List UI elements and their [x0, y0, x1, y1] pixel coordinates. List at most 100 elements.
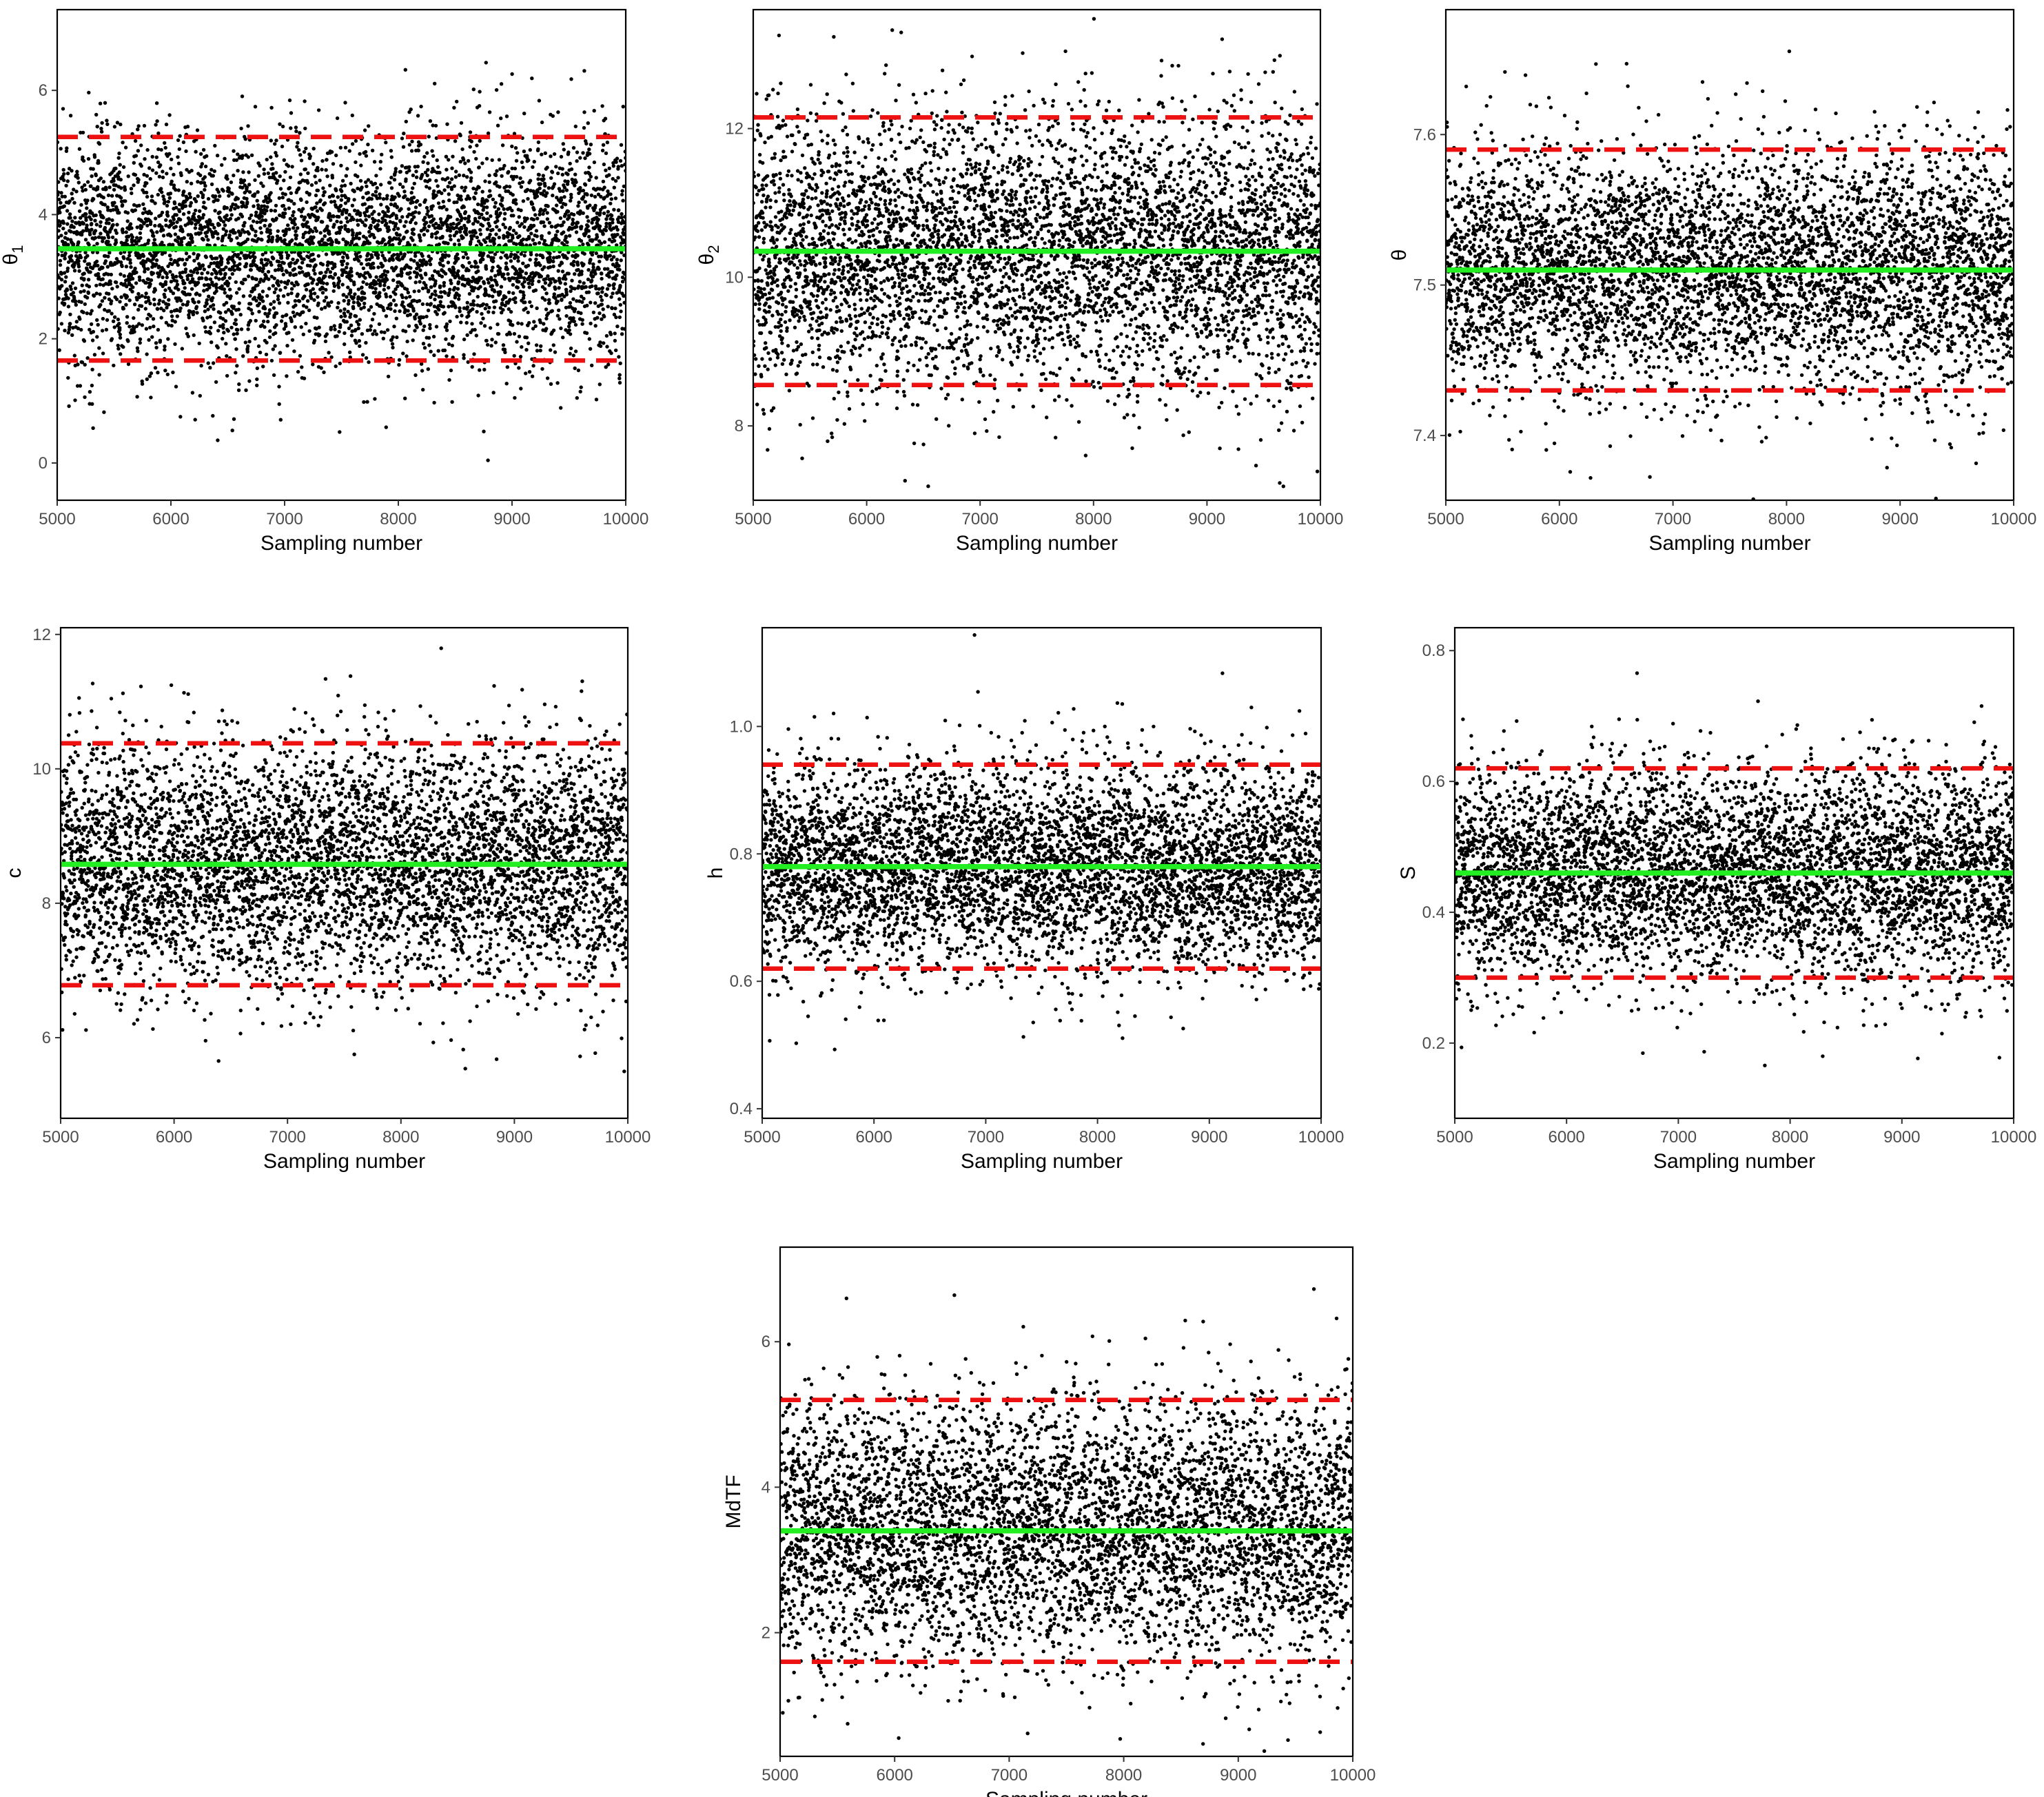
sample-point [134, 154, 139, 158]
sample-point [221, 227, 225, 231]
sample-point [316, 215, 320, 220]
sample-point [139, 143, 143, 147]
sample-point [314, 181, 318, 185]
sample-point [343, 145, 348, 150]
sample-point [428, 326, 432, 331]
sample-point [511, 214, 515, 218]
sample-point [119, 178, 123, 182]
sample-point [259, 260, 264, 265]
sample-point [395, 205, 399, 209]
sample-point [621, 198, 625, 203]
sample-point [543, 298, 547, 302]
sample-point [140, 382, 145, 386]
sample-point [224, 342, 228, 346]
sample-point [58, 210, 62, 215]
sample-point [354, 243, 358, 247]
sample-point [112, 178, 116, 183]
sample-point [583, 156, 587, 161]
sample-point [237, 287, 241, 291]
sample-point [391, 298, 396, 302]
sample-point [87, 90, 91, 95]
sample-point [589, 143, 593, 147]
sample-point [519, 185, 524, 189]
sample-point [208, 314, 212, 319]
sample-point [72, 225, 76, 229]
sample-point [383, 218, 387, 223]
sample-point [380, 152, 384, 156]
sample-point [264, 194, 268, 199]
sample-point [270, 235, 275, 240]
sample-point [223, 310, 228, 314]
sample-point [225, 354, 229, 358]
sample-point [267, 308, 272, 312]
sample-point [442, 284, 446, 288]
sample-point [212, 320, 217, 325]
sample-point [249, 268, 253, 272]
sample-point [476, 294, 480, 299]
sample-point [471, 307, 475, 311]
sample-point [551, 264, 555, 269]
sample-point [286, 300, 290, 305]
sample-point [79, 255, 83, 260]
sample-point [575, 263, 580, 267]
sample-point [278, 236, 283, 240]
sample-point [420, 286, 425, 291]
sample-point [75, 173, 79, 177]
sample-point [218, 194, 222, 198]
sample-point [254, 277, 258, 281]
sample-point [455, 314, 459, 319]
sample-point [544, 316, 549, 321]
sample-point [447, 378, 451, 382]
sample-point [332, 284, 337, 288]
sample-point [360, 285, 364, 289]
sample-point [587, 178, 591, 182]
sample-point [371, 265, 376, 270]
sample-point [355, 212, 359, 216]
sample-point [280, 268, 284, 272]
sample-point [427, 254, 431, 258]
sample-point [530, 374, 535, 378]
sample-point [132, 302, 137, 307]
sample-point [453, 139, 458, 143]
sample-point [261, 267, 265, 271]
sample-point [478, 232, 483, 236]
sample-point [345, 220, 349, 224]
sample-point [376, 256, 380, 260]
sample-point [157, 272, 162, 276]
sample-point [511, 228, 516, 233]
sample-point [160, 225, 164, 229]
sample-point [540, 120, 544, 125]
sample-point [557, 286, 561, 290]
sample-point [516, 259, 520, 263]
sample-point [559, 198, 564, 203]
sample-point [560, 297, 564, 302]
sample-point [460, 314, 464, 318]
sample-point [562, 147, 566, 152]
sample-point [477, 185, 481, 189]
sample-point [492, 305, 497, 309]
sample-point [134, 242, 139, 246]
sample-point [306, 225, 311, 229]
sample-point [541, 174, 545, 178]
sample-point [511, 283, 515, 287]
sample-point [484, 61, 488, 65]
sample-point [247, 340, 252, 344]
sample-point [519, 208, 523, 212]
sample-point [604, 221, 609, 226]
sample-point [617, 267, 622, 272]
sample-point [471, 299, 476, 303]
sample-point [612, 286, 616, 291]
sample-point [106, 240, 110, 244]
sample-point [307, 308, 311, 312]
sample-point [238, 231, 243, 236]
sample-point [262, 167, 266, 172]
sample-point [76, 176, 80, 180]
sample-point [398, 170, 402, 174]
sample-point [161, 234, 166, 238]
sample-point [172, 172, 176, 177]
sample-point [313, 214, 318, 219]
sample-point [395, 335, 399, 340]
sample-point [221, 336, 225, 341]
sample-point [188, 195, 192, 199]
sample-point [549, 382, 553, 386]
